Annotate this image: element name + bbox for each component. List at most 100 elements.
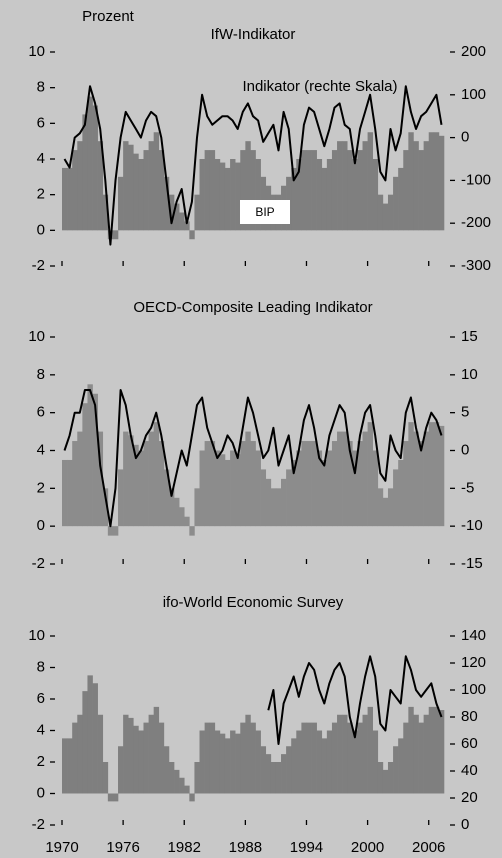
bar <box>143 722 149 794</box>
bar <box>112 526 119 536</box>
y2-tick-label: 60 <box>461 735 478 752</box>
bar <box>148 714 154 794</box>
bar <box>235 162 241 231</box>
y-tick-label: 4 <box>37 150 45 167</box>
bar <box>311 722 317 794</box>
bar <box>352 450 358 527</box>
panel-title: OECD-Composite Leading Indikator <box>133 299 372 316</box>
bar <box>214 450 221 527</box>
y2-tick-label: -5 <box>461 479 474 496</box>
bar <box>123 431 129 527</box>
bar <box>128 717 134 794</box>
bar <box>398 167 404 231</box>
bar <box>342 141 348 231</box>
bar <box>62 459 68 527</box>
bar <box>382 769 389 794</box>
bar <box>179 212 185 231</box>
bar <box>194 762 200 794</box>
bar <box>250 722 256 794</box>
bar <box>281 478 287 527</box>
bar <box>326 730 333 794</box>
bar <box>163 469 170 527</box>
bar <box>387 488 394 527</box>
annotation: BIP <box>255 205 274 219</box>
bar <box>306 150 312 231</box>
bar <box>382 203 389 231</box>
bar <box>77 714 83 794</box>
bar <box>102 762 109 794</box>
bar <box>219 733 226 794</box>
bar <box>209 441 216 527</box>
y2-tick-label: 120 <box>461 654 486 671</box>
y-tick-label: 6 <box>37 690 45 707</box>
bar <box>87 675 93 794</box>
bar <box>123 141 129 231</box>
bar <box>321 167 328 231</box>
bar <box>403 722 409 794</box>
bar <box>235 454 241 527</box>
bar <box>123 714 129 794</box>
bar <box>174 769 180 794</box>
bar <box>321 459 328 527</box>
y-tick-label: 4 <box>37 441 45 458</box>
bar <box>270 762 277 794</box>
bar <box>301 150 307 231</box>
bar <box>347 150 353 231</box>
bar <box>367 422 373 527</box>
bar <box>357 722 363 794</box>
bar <box>270 488 277 527</box>
bar <box>418 441 424 527</box>
bar <box>377 488 384 527</box>
y2-tick-label: 10 <box>461 366 478 383</box>
y-tick-label: 10 <box>28 627 45 644</box>
bar <box>158 722 165 794</box>
bar <box>275 488 282 527</box>
bar <box>357 441 363 527</box>
bar <box>255 159 261 231</box>
bar <box>230 730 236 794</box>
bar <box>291 738 297 794</box>
bar <box>352 730 358 794</box>
panel-title: IfW-Indikator <box>211 26 296 43</box>
bar <box>423 714 430 794</box>
bar <box>133 444 139 527</box>
y2-tick-label: -200 <box>461 214 491 231</box>
bar <box>230 450 236 527</box>
bar <box>184 516 190 527</box>
bar <box>138 730 144 794</box>
bar <box>245 431 251 527</box>
bar <box>352 159 358 231</box>
bar <box>423 431 430 527</box>
bar <box>296 159 302 231</box>
bar <box>189 793 195 802</box>
unit-label: Prozent <box>82 8 135 25</box>
bar <box>224 459 231 527</box>
bar <box>153 132 160 231</box>
bar <box>291 167 297 231</box>
y-tick-label: -2 <box>32 257 45 274</box>
y2-tick-label: -300 <box>461 257 491 274</box>
bar <box>214 730 221 794</box>
bar <box>296 730 302 794</box>
bar <box>230 159 236 231</box>
bar <box>107 793 114 802</box>
bar <box>72 441 78 527</box>
bar <box>275 762 282 794</box>
bar <box>306 441 312 527</box>
bar <box>372 450 379 527</box>
bar <box>372 159 379 231</box>
bar <box>163 176 170 231</box>
bar <box>179 507 185 527</box>
bar <box>224 738 231 794</box>
y-tick-label: 0 <box>37 784 45 801</box>
y-tick-label: 2 <box>37 186 45 203</box>
bar <box>194 488 200 527</box>
bar <box>148 431 154 527</box>
bar <box>87 96 93 231</box>
indicator-line <box>63 85 443 246</box>
y-tick-label: 6 <box>37 114 45 131</box>
annotation: Indikator (rechte Skala) <box>242 78 397 95</box>
bar <box>362 714 368 794</box>
y-tick-label: 8 <box>37 658 45 675</box>
bar <box>423 141 430 231</box>
